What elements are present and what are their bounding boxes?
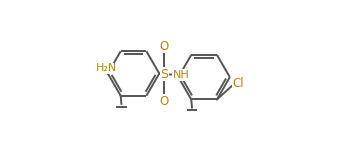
Text: Cl: Cl — [233, 77, 245, 90]
Text: H₂N: H₂N — [96, 63, 117, 73]
Text: NH: NH — [173, 70, 190, 80]
Text: S: S — [160, 68, 168, 81]
Text: O: O — [160, 40, 169, 53]
Text: O: O — [160, 95, 169, 108]
